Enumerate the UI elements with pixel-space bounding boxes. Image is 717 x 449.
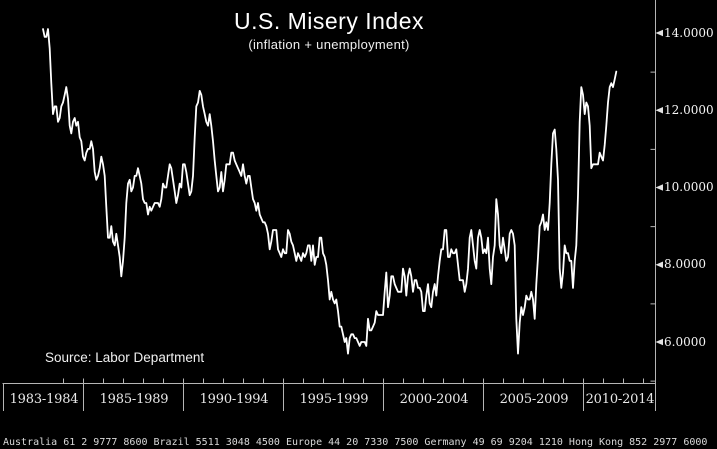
source-note: Source: Labor Department — [45, 350, 205, 365]
terminal-footer: Australia 61 2 9777 8600 Brazil 5511 304… — [3, 413, 714, 449]
y-axis-tick-label: 6.0000 — [664, 335, 706, 349]
y-axis-tick-label: 10.0000 — [664, 180, 714, 194]
x-axis-section-label: 2000-2004 — [399, 392, 469, 407]
x-axis-section-label: 1983-1984 — [9, 392, 79, 407]
x-axis-section-label: 2005-2009 — [499, 392, 569, 407]
x-axis-section-label: 1995-1999 — [299, 392, 369, 407]
x-axis-section-label: 1985-1989 — [99, 392, 169, 407]
chart-subtitle: (inflation + unemployment) — [248, 37, 410, 52]
y-axis-tick-label: 8.0000 — [664, 257, 706, 271]
chart-title: U.S. Misery Index — [234, 8, 424, 34]
footer-contact-numbers-line: Australia 61 2 9777 8600 Brazil 5511 304… — [3, 437, 708, 449]
y-axis-tick-label: 14.0000 — [664, 26, 714, 40]
y-axis-tick-label: 12.0000 — [664, 103, 714, 117]
x-axis-section-label: 1990-1994 — [199, 392, 269, 407]
x-axis-section-label: 2010-2014 — [585, 392, 655, 407]
